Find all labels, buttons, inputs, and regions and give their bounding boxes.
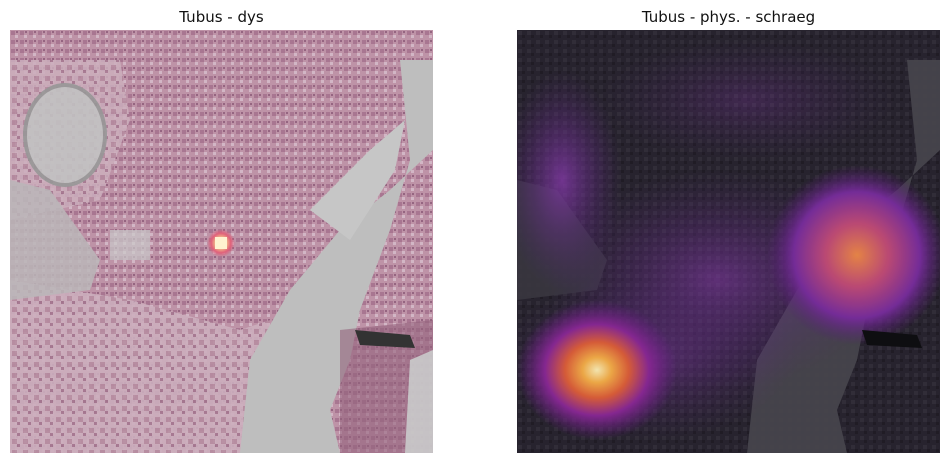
panel-title-left: Tubus - dys [179,8,264,26]
panel-title-right: Tubus - phys. - schraeg [641,8,816,26]
tissue-image-right [517,30,940,453]
attention-hotspot-main [517,300,677,440]
heatmap-panel-left [10,30,433,453]
tissue-image-left [10,30,433,453]
attention-hotspot-right [767,165,940,345]
heatmap-panel-right [517,30,940,453]
